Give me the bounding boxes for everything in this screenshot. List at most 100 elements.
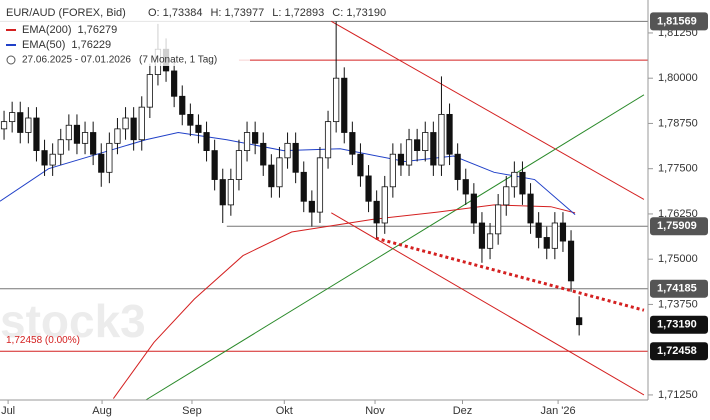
x-tick-label: Sep — [182, 405, 202, 417]
candle-body — [9, 112, 16, 123]
watermark: stock3 — [0, 295, 146, 347]
candle-body — [405, 139, 413, 166]
x-tick-label: Okt — [276, 405, 293, 417]
legend-value: 1,76279 — [78, 24, 118, 36]
x-tick-label: Jan '26 — [541, 405, 576, 417]
x-tick-label: Nov — [365, 405, 385, 417]
candle-body — [551, 222, 558, 249]
candle-body — [446, 113, 453, 155]
candle-body — [519, 171, 526, 195]
candle-body — [381, 186, 388, 224]
price-box — [650, 217, 708, 236]
trendline — [331, 212, 645, 396]
candle-body — [81, 132, 89, 144]
candle-body — [73, 124, 81, 144]
candle-body — [357, 153, 364, 177]
trendline — [331, 20, 645, 200]
candle-body — [171, 70, 178, 97]
candle-body — [203, 132, 210, 151]
candle-body — [106, 142, 113, 173]
y-tick-label: 1,71250 — [658, 389, 698, 401]
candle-body — [292, 142, 299, 173]
candle-body — [535, 222, 542, 238]
candle-body — [49, 153, 56, 166]
candle-body — [454, 153, 461, 180]
candle-body — [389, 153, 396, 188]
period: 27.06.2025 - 07.01.2026 — [22, 55, 131, 66]
trendline — [375, 236, 645, 312]
candle-body — [276, 157, 283, 188]
price-box-label: 1,73190 — [657, 319, 697, 331]
candle-body — [422, 132, 429, 151]
candle-body — [495, 204, 502, 235]
legend: EUR/AUD (FOREX, Bid) O: 1,73384 H: 1,73977… — [0, 0, 386, 66]
candle-body — [503, 186, 510, 206]
candle-body — [438, 113, 445, 166]
candle-body — [130, 117, 137, 141]
candle-body — [397, 153, 405, 166]
candle-body — [349, 132, 356, 155]
price-box-label: 1,75909 — [657, 220, 697, 232]
price-box-label: 1,72458 — [657, 345, 697, 357]
ohlc-value: L: 1,72893 — [272, 7, 324, 19]
candle-body — [0, 121, 8, 130]
candle-body — [146, 74, 153, 108]
candle-body — [114, 128, 121, 144]
legend-label: EMA(200) — [22, 24, 72, 36]
price-box-label: 1,74185 — [657, 283, 697, 295]
candle-body — [414, 139, 421, 151]
candle-body — [543, 237, 550, 249]
y-tick-label: 1,76250 — [658, 208, 698, 220]
candle-body — [227, 179, 234, 206]
candle-body — [300, 171, 307, 202]
level-annotation: 1,72458 (0.00%) — [6, 335, 80, 346]
y-tick-label: 1,73750 — [658, 298, 698, 310]
ohlc-value: O: 1,73384 — [148, 7, 202, 19]
x-tick-label: Aug — [92, 405, 112, 417]
candle-body — [138, 106, 145, 141]
y-tick-label: 1,77500 — [658, 163, 698, 175]
candle-body — [65, 124, 72, 141]
candle-body — [17, 112, 24, 133]
candle-body — [527, 193, 534, 224]
candle-body — [462, 179, 469, 195]
candle-body — [373, 200, 380, 224]
price-box — [650, 12, 708, 31]
candle-body — [211, 150, 218, 180]
x-tick-label: Dez — [453, 405, 473, 417]
price-box — [650, 279, 708, 298]
price-box — [650, 315, 708, 334]
x-tick-label: Jul — [1, 405, 15, 417]
ohlc-value: H: 1,73977 — [210, 7, 264, 19]
candle-body — [478, 222, 486, 249]
candle-body — [260, 142, 267, 166]
candle-body — [33, 117, 40, 151]
legend-value: 1,76229 — [71, 39, 111, 51]
candle-body — [365, 175, 372, 202]
legend-label: EMA(50) — [22, 39, 65, 51]
ema-line — [112, 204, 576, 399]
candle-body — [41, 150, 48, 166]
clock-icon — [6, 55, 16, 65]
candle-body — [324, 121, 332, 159]
candle-body — [486, 233, 494, 249]
price-box — [650, 342, 708, 361]
period-note: (7 Monate, 1 Tag) — [139, 55, 217, 66]
candle-body — [235, 150, 243, 180]
y-tick-label: 1,80000 — [658, 72, 698, 84]
candle-body — [341, 77, 348, 133]
title: EUR/AUD (FOREX, Bid) — [6, 7, 126, 19]
candle-body — [252, 132, 259, 144]
candle-body — [430, 132, 437, 166]
plot-area — [0, 20, 648, 401]
candle-body — [90, 132, 97, 155]
candle-body — [195, 124, 202, 133]
candle-body — [511, 171, 518, 188]
y-tick-label: 1,78750 — [658, 117, 698, 129]
candle-body — [243, 132, 251, 151]
candle-body — [576, 317, 583, 326]
ema-line — [0, 131, 576, 216]
candle-body — [122, 117, 129, 130]
